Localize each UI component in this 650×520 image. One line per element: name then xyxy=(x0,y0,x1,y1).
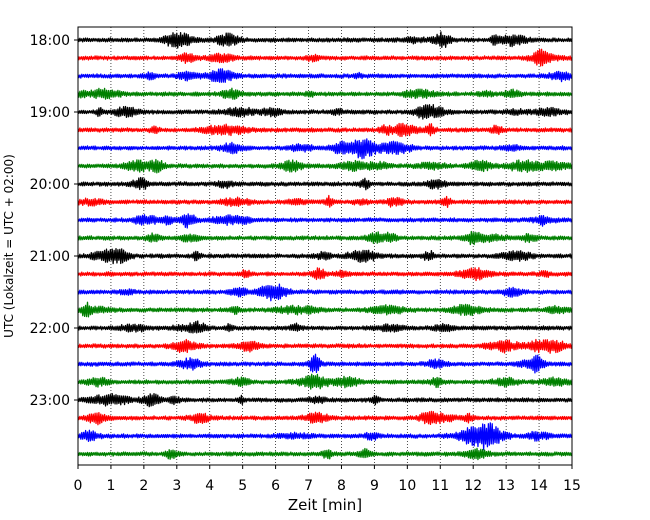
y-tick-label-18:00: 18:00 xyxy=(30,33,70,49)
trace-4 xyxy=(77,104,573,120)
x-axis-label: Zeit [min] xyxy=(288,496,362,514)
x-tick-label-8: 8 xyxy=(337,478,346,494)
y-tick-label-22:00: 22:00 xyxy=(30,321,70,337)
x-tick-label-15: 15 xyxy=(563,478,581,494)
x-axis-ticks: 0 1 2 3 4 5 6 7 8 9 10 11 12 13 14 15 xyxy=(74,465,581,494)
trace-1 xyxy=(77,48,573,67)
trace-3 xyxy=(77,87,573,100)
trace-12 xyxy=(77,248,573,265)
x-tick-label-5: 5 xyxy=(238,478,247,494)
y-axis-label: UTC (Lokalzeit = UTC + 02:00) xyxy=(2,154,16,338)
y-tick-label-21:00: 21:00 xyxy=(30,249,70,265)
x-tick-label-10: 10 xyxy=(398,478,416,494)
x-tick-label-7: 7 xyxy=(304,478,313,494)
plot-frame xyxy=(77,26,573,466)
y-tick-label-19:00: 19:00 xyxy=(30,105,70,121)
trace-20 xyxy=(77,392,573,408)
trace-0 xyxy=(77,31,573,49)
trace-9 xyxy=(77,194,573,208)
x-tick-label-9: 9 xyxy=(370,478,379,494)
x-tick-label-3: 3 xyxy=(172,478,181,494)
trace-21 xyxy=(77,410,573,426)
x-tick-label-14: 14 xyxy=(530,478,548,494)
trace-2 xyxy=(77,68,573,83)
x-tick-label-1: 1 xyxy=(106,478,115,494)
trace-23 xyxy=(77,447,573,461)
x-tick-label-11: 11 xyxy=(431,478,449,494)
trace-19 xyxy=(77,373,573,390)
y-tick-label-20:00: 20:00 xyxy=(30,177,70,193)
trace-8 xyxy=(77,176,573,191)
helicorder-traces xyxy=(77,31,573,461)
x-tick-label-0: 0 xyxy=(74,478,83,494)
trace-15 xyxy=(77,301,573,318)
trace-17 xyxy=(77,338,573,354)
trace-7 xyxy=(77,158,573,174)
trace-18 xyxy=(77,353,573,374)
trace-11 xyxy=(77,230,573,246)
trace-13 xyxy=(77,267,573,282)
trace-16 xyxy=(77,320,573,334)
trace-22 xyxy=(77,422,573,451)
x-tick-label-6: 6 xyxy=(271,478,280,494)
x-tick-label-2: 2 xyxy=(139,478,148,494)
y-tick-label-23:00: 23:00 xyxy=(30,393,70,409)
x-tick-label-4: 4 xyxy=(205,478,214,494)
trace-14 xyxy=(77,283,573,302)
trace-6 xyxy=(77,138,573,160)
trace-5 xyxy=(77,122,573,138)
x-tick-label-13: 13 xyxy=(497,478,515,494)
x-tick-label-12: 12 xyxy=(464,478,482,494)
trace-10 xyxy=(77,213,573,229)
y-axis-ticks: 18:00 19:00 20:00 21:00 22:00 23:00 xyxy=(30,33,78,409)
x-gridlines xyxy=(110,27,540,465)
